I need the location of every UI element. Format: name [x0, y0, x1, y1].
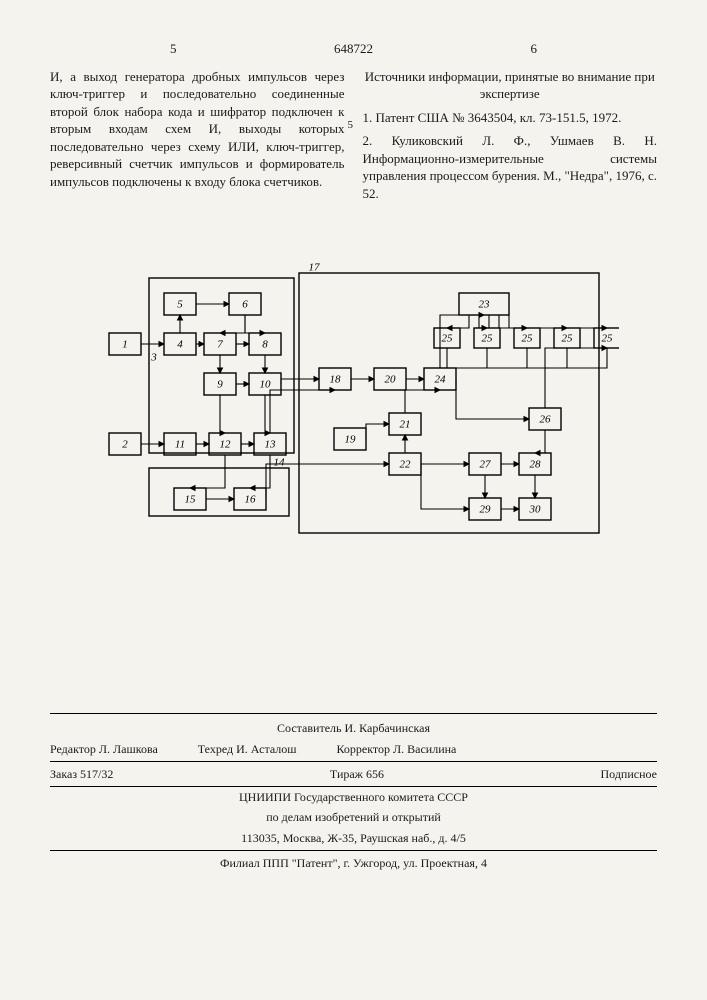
svg-text:21: 21: [399, 419, 410, 431]
svg-text:26: 26: [539, 414, 551, 426]
svg-text:17: 17: [308, 262, 320, 274]
block-diagram: 1234567891011121314151617181920212223242…: [89, 233, 619, 553]
svg-text:24: 24: [434, 374, 446, 386]
reference-1: 1. Патент США № 3643504, кл. 73-151.5, 1…: [363, 109, 658, 127]
footer-tirazh: Тираж 656: [330, 766, 384, 782]
svg-text:5: 5: [177, 299, 183, 311]
svg-text:15: 15: [184, 494, 196, 506]
svg-text:4: 4: [177, 339, 183, 351]
footer-org2: по делам изобретений и открытий: [50, 807, 657, 827]
svg-text:16: 16: [244, 494, 256, 506]
svg-text:13: 13: [264, 439, 276, 451]
footer-editor: Редактор Л. Лашкова: [50, 741, 158, 757]
svg-text:8: 8: [262, 339, 268, 351]
svg-text:7: 7: [217, 339, 223, 351]
footer-order: Заказ 517/32: [50, 766, 113, 782]
footer-address: 113035, Москва, Ж-35, Раушская наб., д. …: [50, 827, 657, 850]
svg-text:29: 29: [479, 504, 491, 516]
svg-text:27: 27: [479, 459, 491, 471]
left-column: И, а выход генератора дробных импульсов …: [50, 68, 345, 209]
svg-text:23: 23: [478, 299, 490, 311]
footer-subscription: Подписное: [601, 766, 658, 782]
svg-text:25: 25: [521, 333, 533, 345]
svg-text:25: 25: [561, 333, 573, 345]
text-columns: И, а выход генератора дробных импульсов …: [50, 68, 657, 209]
svg-text:30: 30: [528, 504, 541, 516]
footer-order-row: Заказ 517/32 Тираж 656 Подписное: [50, 762, 657, 787]
svg-text:3: 3: [150, 352, 157, 364]
svg-text:12: 12: [219, 439, 231, 451]
reference-2: 2. Куликовский Л. Ф., Ушмаев В. Н. Инфор…: [363, 132, 658, 202]
svg-text:22: 22: [399, 459, 411, 471]
references-title: Источники информации, принятые во вниман…: [363, 68, 658, 103]
svg-text:25: 25: [441, 333, 453, 345]
svg-text:19: 19: [344, 434, 356, 446]
svg-text:14: 14: [273, 457, 285, 469]
page-left-num: 5: [170, 40, 177, 58]
svg-text:25: 25: [601, 333, 613, 345]
right-column: 5 Источники информации, принятые во вним…: [363, 68, 658, 209]
footer: Составитель И. Карбачинская Редактор Л. …: [50, 713, 657, 870]
footer-branch: Филиал ППП "Патент", г. Ужгород, ул. Про…: [50, 851, 657, 871]
svg-text:1: 1: [122, 339, 128, 351]
svg-text:11: 11: [174, 439, 184, 451]
diagram-svg: 1234567891011121314151617181920212223242…: [89, 233, 619, 553]
doc-number: 648722: [334, 41, 373, 56]
footer-org1: ЦНИИПИ Государственного комитета СССР: [50, 787, 657, 807]
footer-corrector: Корректор Л. Василина: [337, 741, 457, 757]
margin-marker: 5: [348, 118, 354, 133]
left-para: И, а выход генератора дробных импульсов …: [50, 68, 345, 191]
svg-text:20: 20: [384, 374, 396, 386]
svg-text:2: 2: [122, 439, 128, 451]
svg-text:28: 28: [529, 459, 541, 471]
footer-composer: Составитель И. Карбачинская: [50, 720, 657, 740]
footer-credits: Редактор Л. Лашкова Техред И. Асталош Ко…: [50, 741, 657, 762]
svg-text:18: 18: [329, 374, 341, 386]
svg-text:9: 9: [217, 379, 223, 391]
svg-text:10: 10: [259, 379, 271, 391]
svg-text:25: 25: [481, 333, 493, 345]
svg-text:6: 6: [242, 299, 248, 311]
page-header: 5 648722 6: [50, 40, 657, 58]
footer-techred: Техред И. Асталош: [198, 741, 297, 757]
page-right-num: 6: [531, 40, 538, 58]
